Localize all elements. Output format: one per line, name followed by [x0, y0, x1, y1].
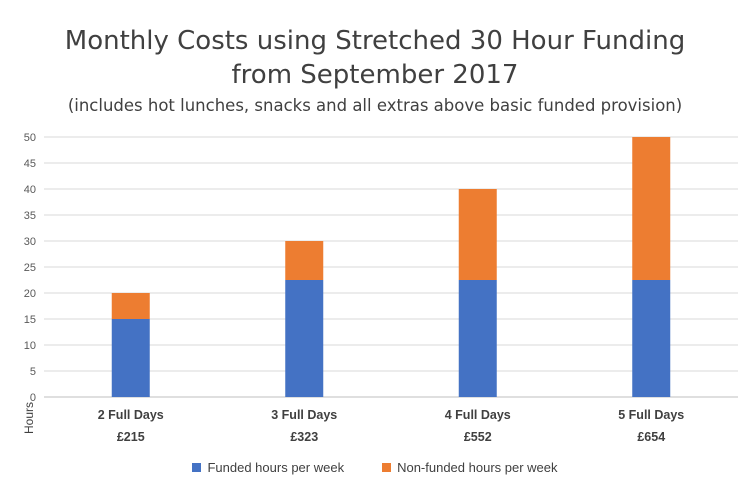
bar-non-funded	[285, 241, 324, 280]
bar-funded	[111, 319, 150, 397]
y-tick-label: 15	[24, 314, 36, 326]
y-tick-label: 50	[24, 132, 36, 144]
bar-funded	[285, 280, 324, 397]
chart-subtitle: (includes hot lunches, snacks and all ex…	[67, 96, 683, 115]
y-tick-label: 5	[30, 366, 36, 378]
y-tick-label: 45	[24, 158, 36, 170]
y-tick-label: 0	[30, 392, 36, 404]
legend-swatch-non-funded	[382, 463, 392, 472]
x-tick-cost-label: £215	[117, 430, 145, 444]
x-tick-label: 2 Full Days	[98, 408, 164, 422]
legend-label-non-funded: Non-funded hours per week	[397, 460, 558, 475]
chart-title-line2: from September 2017	[231, 60, 519, 90]
bar-funded	[632, 280, 671, 397]
x-tick-cost-label: £323	[290, 430, 318, 444]
bar-non-funded	[632, 137, 671, 280]
legend-item-non-funded: Non-funded hours per week	[382, 460, 558, 475]
chart-legend: Funded hours per week Non-funded hours p…	[0, 460, 750, 475]
y-tick-label: 10	[24, 340, 36, 352]
x-tick-label: 3 Full Days	[271, 408, 337, 422]
legend-swatch-funded	[192, 463, 202, 472]
y-tick-label: 25	[24, 262, 36, 274]
chart-title: Monthly Costs using Stretched 30 Hour Fu…	[64, 26, 686, 56]
x-tick-label: 4 Full Days	[445, 408, 511, 422]
x-tick-label: 5 Full Days	[618, 408, 684, 422]
y-tick-label: 30	[24, 236, 36, 248]
y-tick-label: 35	[24, 210, 36, 222]
y-tick-label: 40	[24, 184, 36, 196]
legend-item-funded: Funded hours per week	[192, 460, 344, 475]
bar-funded	[458, 280, 497, 397]
bar-non-funded	[111, 293, 150, 319]
x-tick-cost-label: £552	[464, 430, 492, 444]
y-tick-label: 20	[24, 288, 36, 300]
y-axis-label: Hours	[22, 402, 36, 434]
legend-label-funded: Funded hours per week	[207, 460, 345, 475]
bar-non-funded	[458, 189, 497, 280]
x-tick-cost-label: £654	[637, 430, 665, 444]
